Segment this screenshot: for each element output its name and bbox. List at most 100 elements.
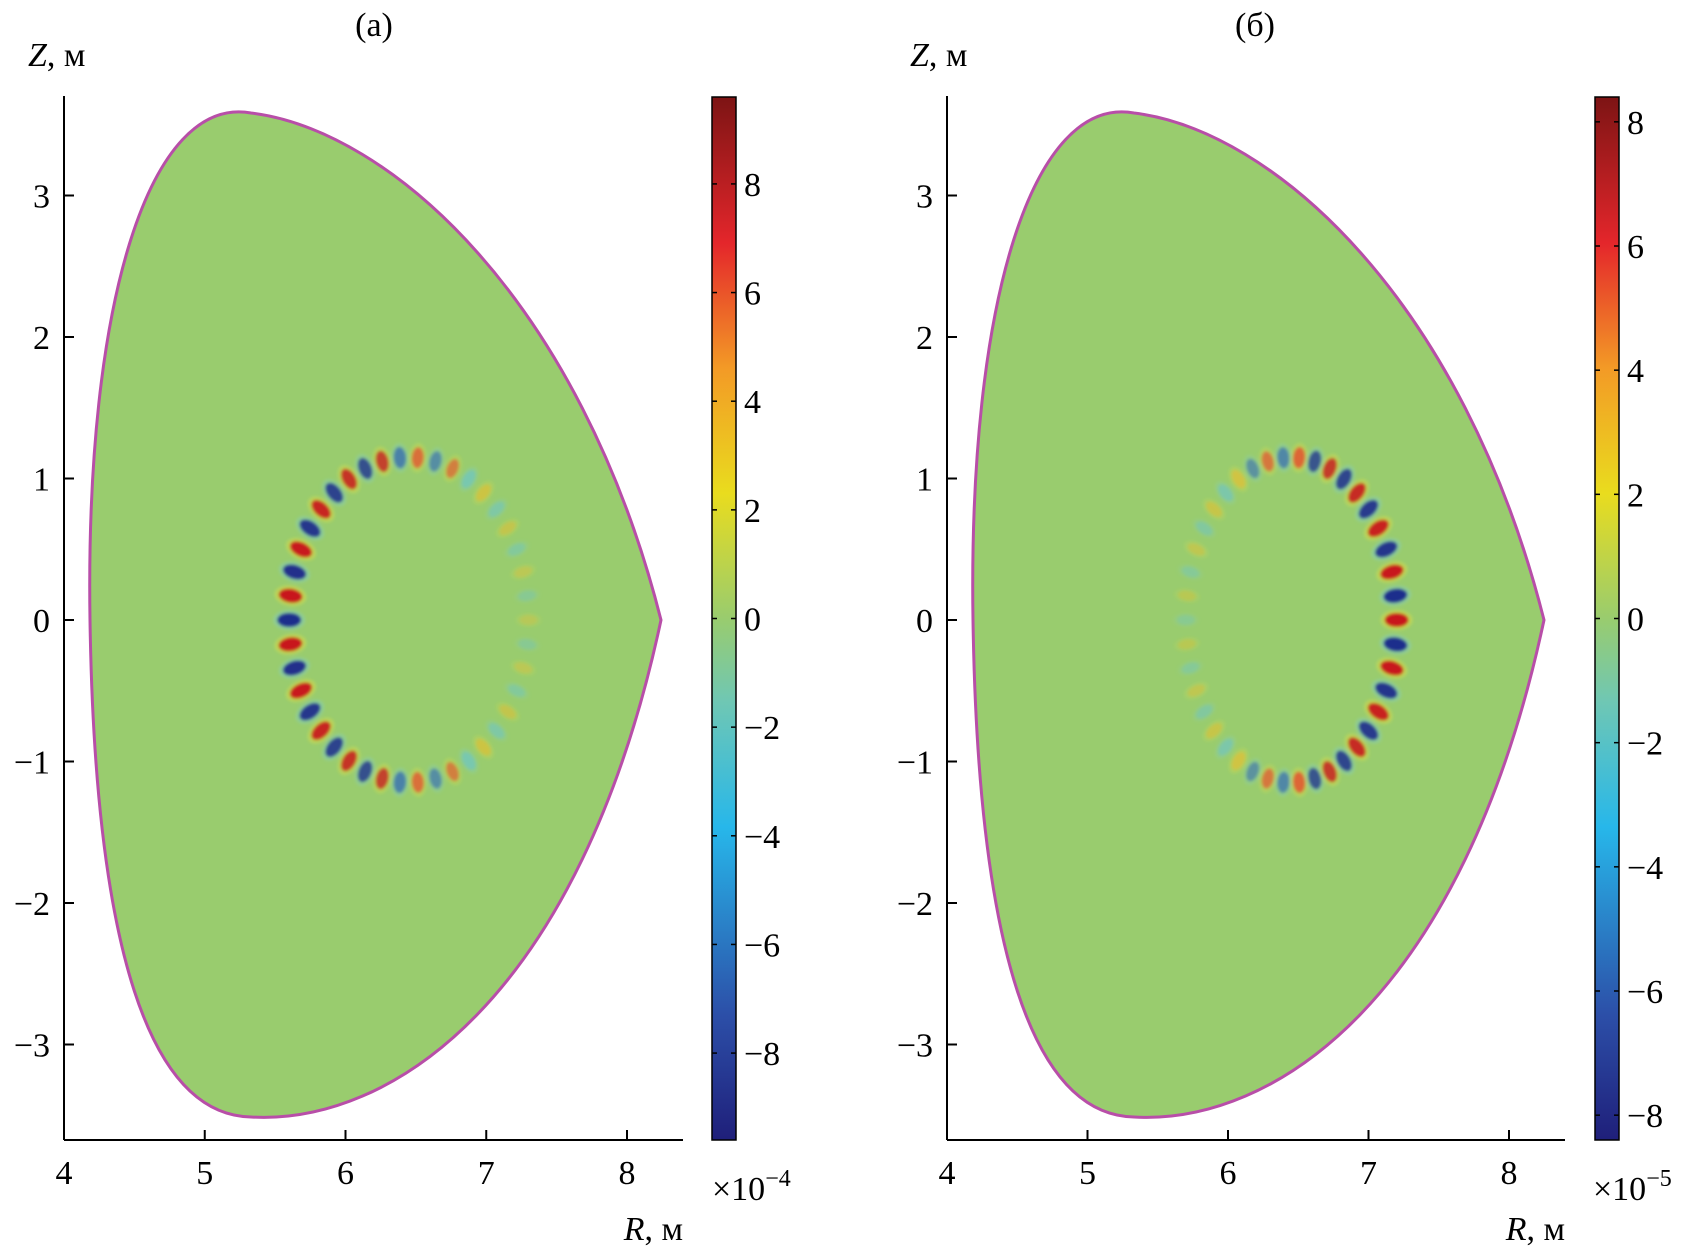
- mode-blob: [393, 446, 407, 469]
- colorbar-tick-label: −2: [744, 710, 780, 747]
- y-axis-label-var-b: Z: [910, 37, 930, 74]
- mode-blob: [1375, 541, 1398, 558]
- mode-blob: [357, 760, 373, 783]
- colorbar-scale-base-a: ×10: [712, 1171, 765, 1208]
- mode-blob: [429, 768, 442, 789]
- mode-blob: [357, 457, 373, 480]
- mode-blob: [488, 723, 505, 739]
- axes-b: 4 5 6 7 8 3 2 1 0 −1 −2 −3: [897, 96, 1565, 1192]
- y-tick-label: −2: [14, 886, 50, 923]
- mode-blob: [282, 660, 307, 676]
- x-axis-label-unit-a: , м: [644, 1211, 683, 1248]
- colorbar-tick-label: 2: [744, 493, 761, 530]
- colorbar-ticks-b: 8 6 4 2 0 −2 −4 −6 −8: [1595, 105, 1663, 1135]
- x-tick-label: 6: [337, 1155, 354, 1192]
- mode-ring-b: [1172, 442, 1413, 798]
- y-tick-label: −3: [14, 1028, 50, 1065]
- mode-blob: [461, 469, 476, 489]
- y-axis-label-a: Z, м: [28, 37, 85, 74]
- colorbar-tick-label: 4: [1627, 353, 1644, 390]
- mode-blob: [475, 738, 491, 756]
- mode-blob: [1322, 760, 1337, 783]
- mode-blob: [311, 499, 331, 519]
- mode-blob: [1277, 771, 1290, 793]
- mode-blob: [488, 501, 505, 517]
- x-ticks-a: 4 5 6 7 8: [56, 1130, 636, 1192]
- y-tick-label: −2: [897, 886, 933, 923]
- mode-blob: [1277, 447, 1290, 469]
- colorbar-tick-label: 2: [1627, 477, 1644, 514]
- mode-blob: [1231, 751, 1246, 770]
- colorbar-tick-label: 0: [1627, 602, 1644, 639]
- mode-blob: [1380, 564, 1404, 580]
- mode-blob: [1292, 771, 1306, 794]
- plot-area-a: [88, 110, 663, 1119]
- mode-blob: [411, 447, 424, 469]
- mode-blob: [1308, 767, 1322, 790]
- y-axis-label-b: Z, м: [910, 37, 967, 74]
- mode-blob: [277, 613, 302, 627]
- mode-blob: [289, 541, 313, 558]
- mode-blob: [1383, 637, 1408, 652]
- colorbar-tick-label: −8: [1627, 1098, 1663, 1135]
- mode-blob: [1292, 446, 1306, 469]
- x-axis-label-var-b: R: [1505, 1211, 1527, 1248]
- y-tick-label: 1: [33, 462, 50, 499]
- colorbar-scale-exp-b: −5: [1646, 1166, 1672, 1192]
- mode-blob: [519, 614, 538, 625]
- colorbar-scale-b: ×10−5: [1593, 1166, 1672, 1208]
- mode-blob: [393, 771, 407, 794]
- y-tick-label: 3: [916, 179, 933, 216]
- mode-blob: [1195, 521, 1213, 536]
- colorbar-tick-label: −6: [1627, 974, 1663, 1011]
- mode-blob: [1177, 639, 1196, 650]
- mode-blob: [1367, 519, 1389, 538]
- mode-blob: [1246, 458, 1260, 479]
- mode-blob: [375, 450, 389, 473]
- x-tick-label: 4: [56, 1155, 73, 1192]
- mode-blob: [514, 662, 533, 674]
- x-axis-label-unit-b: , м: [1526, 1211, 1565, 1248]
- mode-blob: [1218, 484, 1233, 502]
- mode-blob: [1195, 704, 1213, 719]
- y-axis-label-var-a: Z: [28, 37, 48, 74]
- mode-blob: [1308, 450, 1322, 473]
- mode-blob: [1367, 702, 1389, 721]
- x-axis-label-b: R, м: [1505, 1211, 1565, 1248]
- mode-blob: [1181, 662, 1200, 674]
- mode-blob: [1335, 468, 1352, 490]
- x-tick-label: 5: [196, 1155, 213, 1192]
- mode-blob: [1187, 543, 1205, 556]
- mode-blob: [499, 521, 517, 536]
- y-tick-label: −3: [897, 1028, 933, 1065]
- mode-blob: [518, 639, 537, 650]
- y-axis-label-unit-a: , м: [47, 37, 86, 74]
- mode-blob: [340, 750, 358, 772]
- y-tick-label: 2: [916, 320, 933, 357]
- mode-blob: [461, 751, 476, 770]
- x-tick-label: 6: [1220, 1155, 1237, 1192]
- colorbar-tick-label: 0: [744, 602, 761, 639]
- colorbar-b: 8 6 4 2 0 −2 −4 −6 −8 ×10−5: [1593, 96, 1672, 1208]
- y-tick-label: 0: [916, 603, 933, 640]
- mode-blob: [507, 543, 526, 556]
- mode-blob: [1261, 768, 1275, 789]
- mode-blob: [1358, 499, 1379, 519]
- colorbar-ticks-a: 8 6 4 2 0 −2 −4 −6 −8: [712, 167, 780, 1073]
- mode-blob: [282, 564, 307, 580]
- mode-blob: [289, 682, 313, 699]
- x-tick-label: 7: [478, 1155, 495, 1192]
- colorbar-tick-label: 6: [744, 276, 761, 313]
- x-ticks-b: 4 5 6 7 8: [939, 1130, 1518, 1192]
- mode-blob: [1347, 737, 1366, 758]
- mode-blob: [514, 566, 533, 578]
- mode-blob: [375, 767, 389, 790]
- x-tick-label: 8: [1501, 1155, 1518, 1192]
- y-axis-label-unit-b: , м: [929, 37, 968, 74]
- mode-blob: [1206, 501, 1222, 517]
- mode-blob: [1261, 451, 1275, 472]
- mode-blob: [1335, 750, 1352, 772]
- mode-blob: [1380, 660, 1404, 676]
